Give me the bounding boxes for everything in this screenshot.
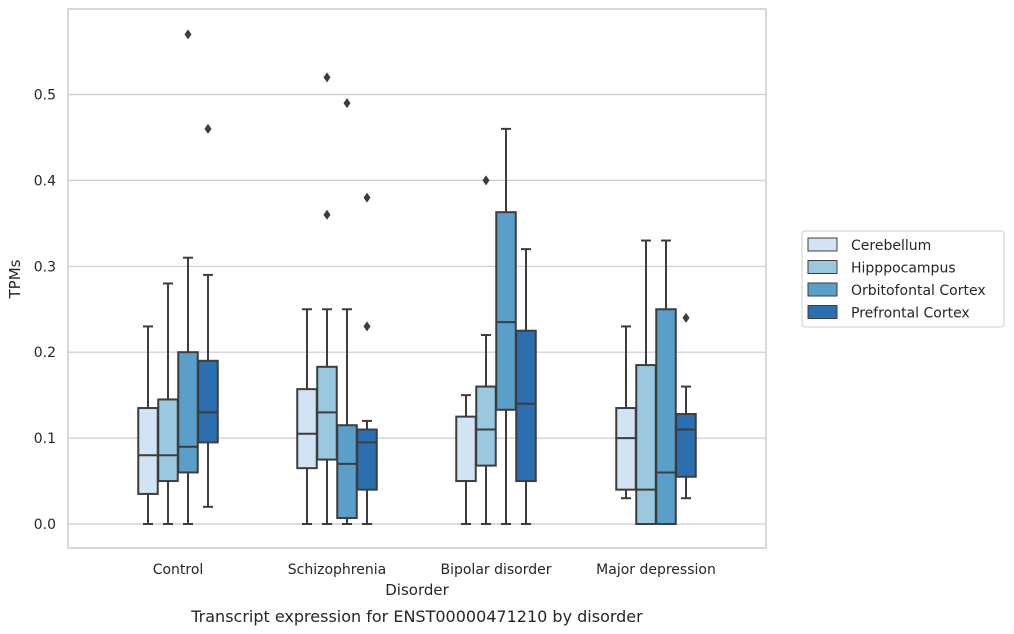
box-body	[655, 308, 677, 525]
y-tick-label: 0.0	[34, 517, 56, 533]
outlier-point	[343, 98, 351, 109]
y-tick-label: 0.5	[34, 88, 56, 104]
outlier-point	[184, 29, 192, 40]
box-group	[356, 192, 378, 525]
box-group	[316, 72, 338, 525]
box-body	[137, 407, 159, 495]
box-body	[336, 424, 358, 519]
plot-frame	[67, 8, 767, 549]
y-tick-label: 0.1	[34, 431, 56, 447]
box-layer	[137, 29, 697, 525]
legend-label: Prefrontal Cortex	[851, 306, 970, 322]
legend-swatch	[807, 260, 838, 274]
box-group	[655, 239, 677, 525]
box-group	[675, 312, 697, 500]
outlier-point	[482, 175, 490, 186]
box-group	[177, 29, 199, 525]
legend-frame	[801, 230, 1005, 328]
y-tick-label: 0.3	[34, 259, 56, 275]
legend: Cerebellum Hipppocampus Orbitofontal Corte…	[801, 230, 1005, 328]
y-tick-label: 0.2	[34, 345, 56, 361]
box-body	[296, 388, 318, 470]
y-tick-label: 0.4	[34, 173, 56, 189]
box-group	[515, 248, 537, 525]
box-body	[157, 398, 179, 483]
box-body	[635, 364, 657, 525]
box-group	[157, 282, 179, 525]
box-group	[455, 394, 477, 525]
y-axis-title: TPMs	[6, 259, 24, 299]
box-body	[675, 413, 697, 478]
box-body	[475, 385, 497, 467]
box-group	[336, 98, 358, 525]
outlier-point	[323, 209, 331, 220]
y-tick-labels: 0.0 0.1 0.2 0.3 0.4 0.5	[34, 88, 56, 534]
box-body	[197, 359, 219, 444]
outlier-point	[363, 321, 371, 332]
legend-label: Cerebellum	[851, 238, 931, 254]
box-group	[495, 127, 517, 525]
box-group	[475, 175, 497, 525]
box-body	[356, 428, 378, 491]
box-group	[296, 308, 318, 525]
box-body	[515, 329, 537, 483]
x-tick-label: Bipolar disorder	[440, 562, 551, 578]
legend-swatch	[807, 282, 838, 297]
chart-caption: Transcript expression for ENST0000047121…	[190, 607, 643, 626]
outlier-point	[682, 312, 690, 323]
box-group	[615, 325, 637, 500]
legend-swatch	[807, 237, 838, 252]
box-group	[197, 123, 219, 508]
box-body	[455, 415, 477, 483]
outlier-point	[363, 192, 371, 203]
legend-label: Hipppocampus	[851, 261, 956, 277]
x-axis-title: Disorder	[385, 581, 449, 599]
box-body	[615, 407, 637, 491]
outlier-point	[323, 72, 331, 83]
box-body	[495, 211, 517, 411]
box-body	[177, 351, 199, 474]
x-tick-label: Major depression	[596, 562, 716, 578]
legend-label: Orbitofontal Cortex	[851, 283, 986, 299]
x-tick-labels: Control Schizophrenia Bipolar disorder Majo…	[153, 562, 716, 578]
box-group	[137, 325, 159, 525]
outlier-point	[204, 123, 212, 134]
box-group	[635, 239, 657, 525]
legend-swatch	[807, 305, 838, 319]
x-tick-label: Control	[153, 562, 204, 578]
x-tick-label: Schizophrenia	[288, 562, 386, 578]
